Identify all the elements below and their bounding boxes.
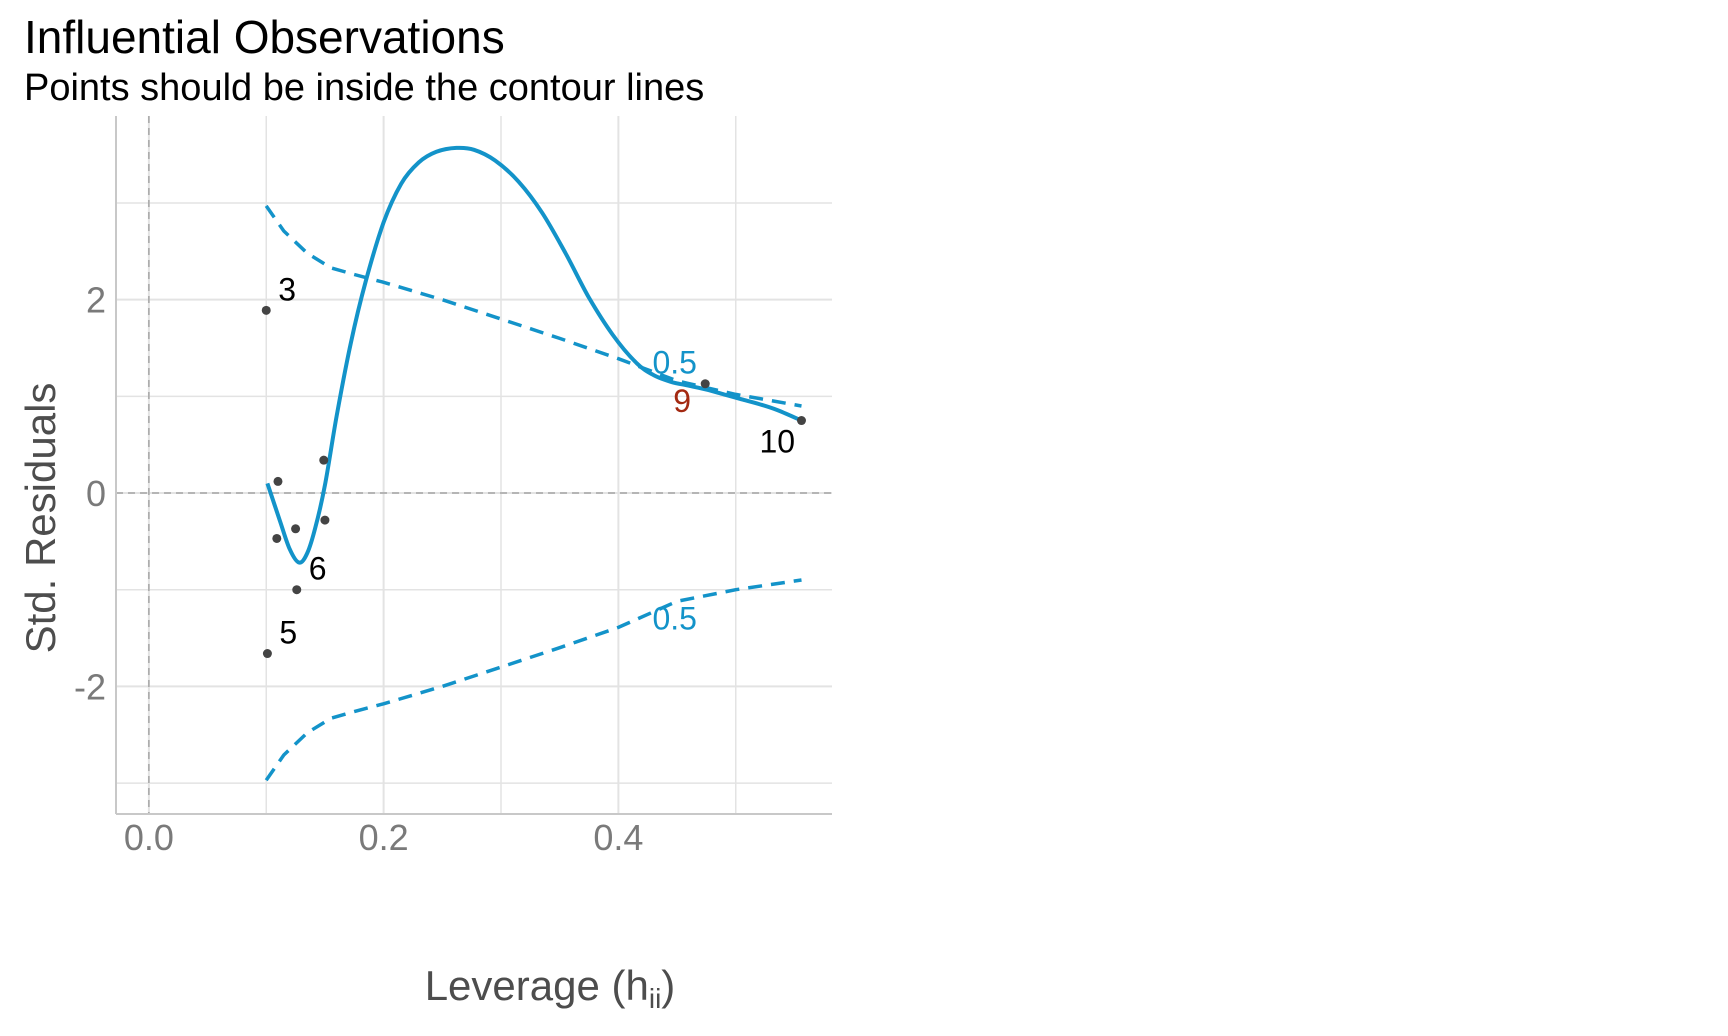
x-axis-title-main: Leverage (h [425,962,649,1009]
y-tick-label: 0 [86,473,106,514]
curve-layer [265,145,803,565]
point-label-9: 9 [673,383,691,419]
axis-layer: 0.0 0.2 0.4 2 0 -2 [74,116,832,858]
data-point [320,515,330,525]
point-layer [261,305,806,659]
data-point [272,533,282,543]
x-tick-label: 0.2 [359,817,409,858]
data-point [261,305,271,315]
x-axis-title: Leverage (hii) [425,962,676,1014]
cook-contour-lower [264,578,802,782]
contour-label-lower: 0.5 [652,601,696,637]
point-label-5: 5 [279,615,297,651]
point-label-6: 6 [309,551,327,587]
chart-title: Influential Observations [24,11,505,63]
x-axis-title-subscript: ii [649,983,661,1014]
x-tick-label: 0.4 [593,817,643,858]
cook-contour-upper [264,204,802,408]
x-tick-label: 0.0 [124,817,174,858]
chart-subtitle: Points should be inside the contour line… [24,67,705,109]
data-point [262,649,272,659]
contour-layer: 0.5 0.5 [264,204,802,782]
y-tick-label: 2 [86,280,106,321]
grid-layer [116,116,832,814]
point-label-10: 10 [759,424,795,460]
y-tick-label: -2 [74,666,106,707]
y-axis-title: Std. Residuals [17,383,64,654]
data-point [700,379,710,389]
contour-label-upper: 0.5 [652,345,696,381]
label-layer: 3 65 9 10 [278,271,795,650]
data-point [291,524,301,534]
x-axis-title-close: ) [661,962,675,1009]
point-label-3: 3 [278,271,296,307]
data-point [273,476,283,486]
data-point [796,416,806,426]
loess-curve [265,145,803,565]
data-point [319,455,329,465]
data-point [292,585,302,595]
